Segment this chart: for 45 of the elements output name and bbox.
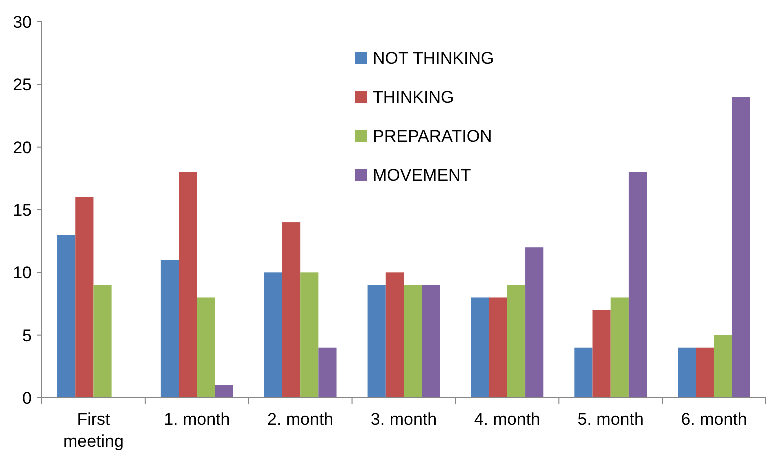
- x-tick-label: 1. month: [164, 410, 230, 429]
- x-tick-label: 4. month: [474, 410, 541, 429]
- x-tick-label: First meeting: [63, 410, 124, 451]
- bar: [592, 310, 611, 398]
- bar: [76, 197, 94, 398]
- bar: [471, 298, 490, 398]
- bar: [489, 298, 508, 398]
- y-tick-label: 15: [13, 200, 32, 220]
- legend-label: PREPARATION: [373, 126, 492, 146]
- y-tick-label: 0: [22, 388, 32, 408]
- bar: [215, 385, 234, 398]
- legend-label: THINKING: [373, 88, 454, 107]
- bar: [404, 285, 422, 398]
- legend-label: MOVEMENT: [373, 166, 472, 185]
- bar: [282, 222, 301, 398]
- bar: [714, 335, 732, 398]
- x-tick-label: 3. month: [370, 410, 438, 429]
- bar: [678, 348, 696, 398]
- x-tick-label: 6. month: [681, 410, 748, 429]
- y-tick-label: 20: [13, 138, 32, 158]
- bar: [732, 97, 750, 398]
- bar: [160, 260, 180, 398]
- bar: [264, 272, 282, 398]
- y-tick-label: 30: [13, 12, 32, 32]
- bar: [422, 285, 440, 398]
- legend-label: NOT THINKING: [373, 48, 494, 68]
- bar: [58, 235, 76, 398]
- bar: [507, 285, 526, 398]
- bar: [610, 298, 629, 398]
- x-tick-label: 5. month: [578, 410, 644, 429]
- bar: [368, 285, 386, 398]
- bar: [696, 348, 714, 398]
- bar: [574, 348, 593, 398]
- bar: [526, 248, 544, 398]
- bar: [300, 272, 319, 398]
- y-tick-label: 25: [13, 76, 32, 95]
- y-tick-label: 10: [13, 264, 32, 283]
- bar: [197, 298, 216, 398]
- bar: [318, 348, 337, 398]
- bar: [628, 172, 648, 398]
- y-tick-label: 5: [22, 326, 32, 346]
- x-tick-label: 2. month: [267, 410, 334, 429]
- bar: [94, 285, 112, 398]
- bar: [179, 172, 198, 398]
- bar: [386, 272, 404, 398]
